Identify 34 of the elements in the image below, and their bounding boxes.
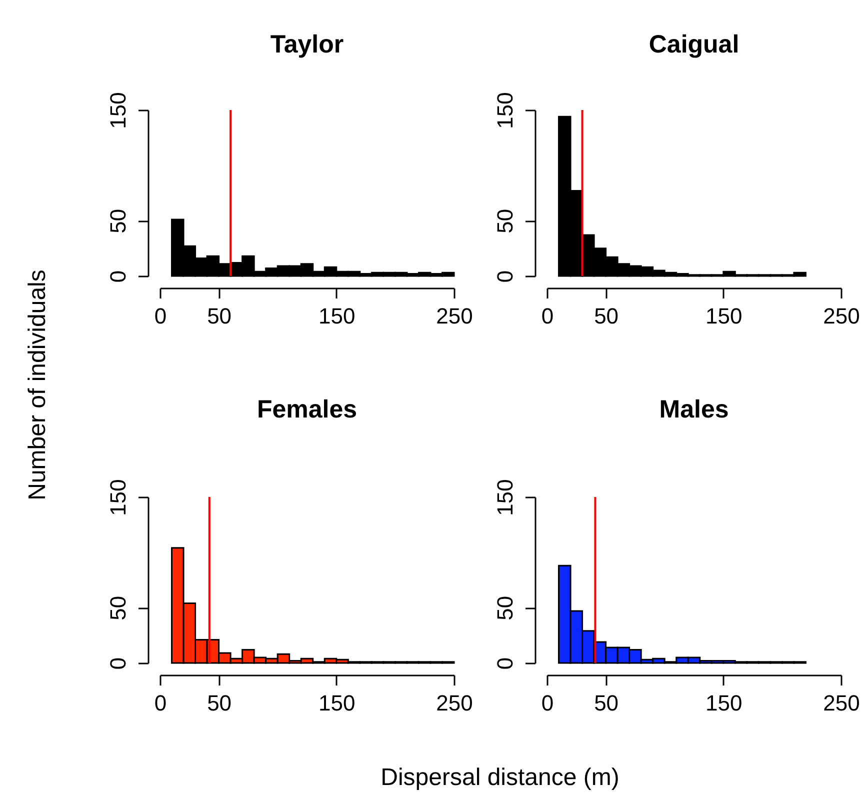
x-tick-label: 250	[823, 690, 860, 716]
y-tick-label: 50	[106, 596, 130, 620]
chart-title: Females	[256, 396, 358, 424]
x-tick-label: 50	[594, 304, 619, 328]
x-tick-label: 150	[318, 690, 356, 716]
x-tick-label: 0	[541, 690, 554, 716]
x-tick-label: 50	[594, 690, 619, 716]
chart-title: Caigual	[648, 30, 740, 59]
x-tick-label: 50	[207, 690, 232, 716]
x-tick-label: 250	[823, 304, 860, 328]
x-tick-label: 150	[318, 304, 356, 328]
y-tick-label: 50	[492, 208, 518, 234]
y-tick-label: 150	[492, 92, 518, 129]
y-tick-label: 50	[492, 596, 518, 620]
y-tick-label: 150	[106, 92, 130, 129]
x-tick-label: 50	[207, 304, 232, 328]
x-tick-label: 250	[436, 304, 473, 328]
y-tick-label: 50	[106, 208, 130, 234]
chart-title: Taylor	[270, 30, 344, 59]
chart-title: Males	[659, 396, 729, 424]
x-axis-title: Dispersal distance (m)	[380, 764, 620, 792]
x-tick-label: 0	[154, 690, 167, 716]
x-tick-label: 0	[541, 304, 554, 328]
y-tick-label: 150	[492, 479, 518, 516]
y-tick-label: 150	[106, 479, 130, 516]
x-tick-label: 150	[706, 304, 742, 328]
y-tick-label: 0	[492, 270, 518, 283]
x-tick-label: 0	[154, 304, 167, 328]
y-tick-label: 0	[492, 657, 518, 670]
y-tick-label: 0	[106, 270, 130, 283]
x-tick-label: 150	[706, 690, 742, 716]
x-tick-label: 250	[436, 690, 473, 716]
y-tick-label: 0	[106, 657, 130, 670]
y-axis-title: Number of individuals	[24, 270, 52, 500]
